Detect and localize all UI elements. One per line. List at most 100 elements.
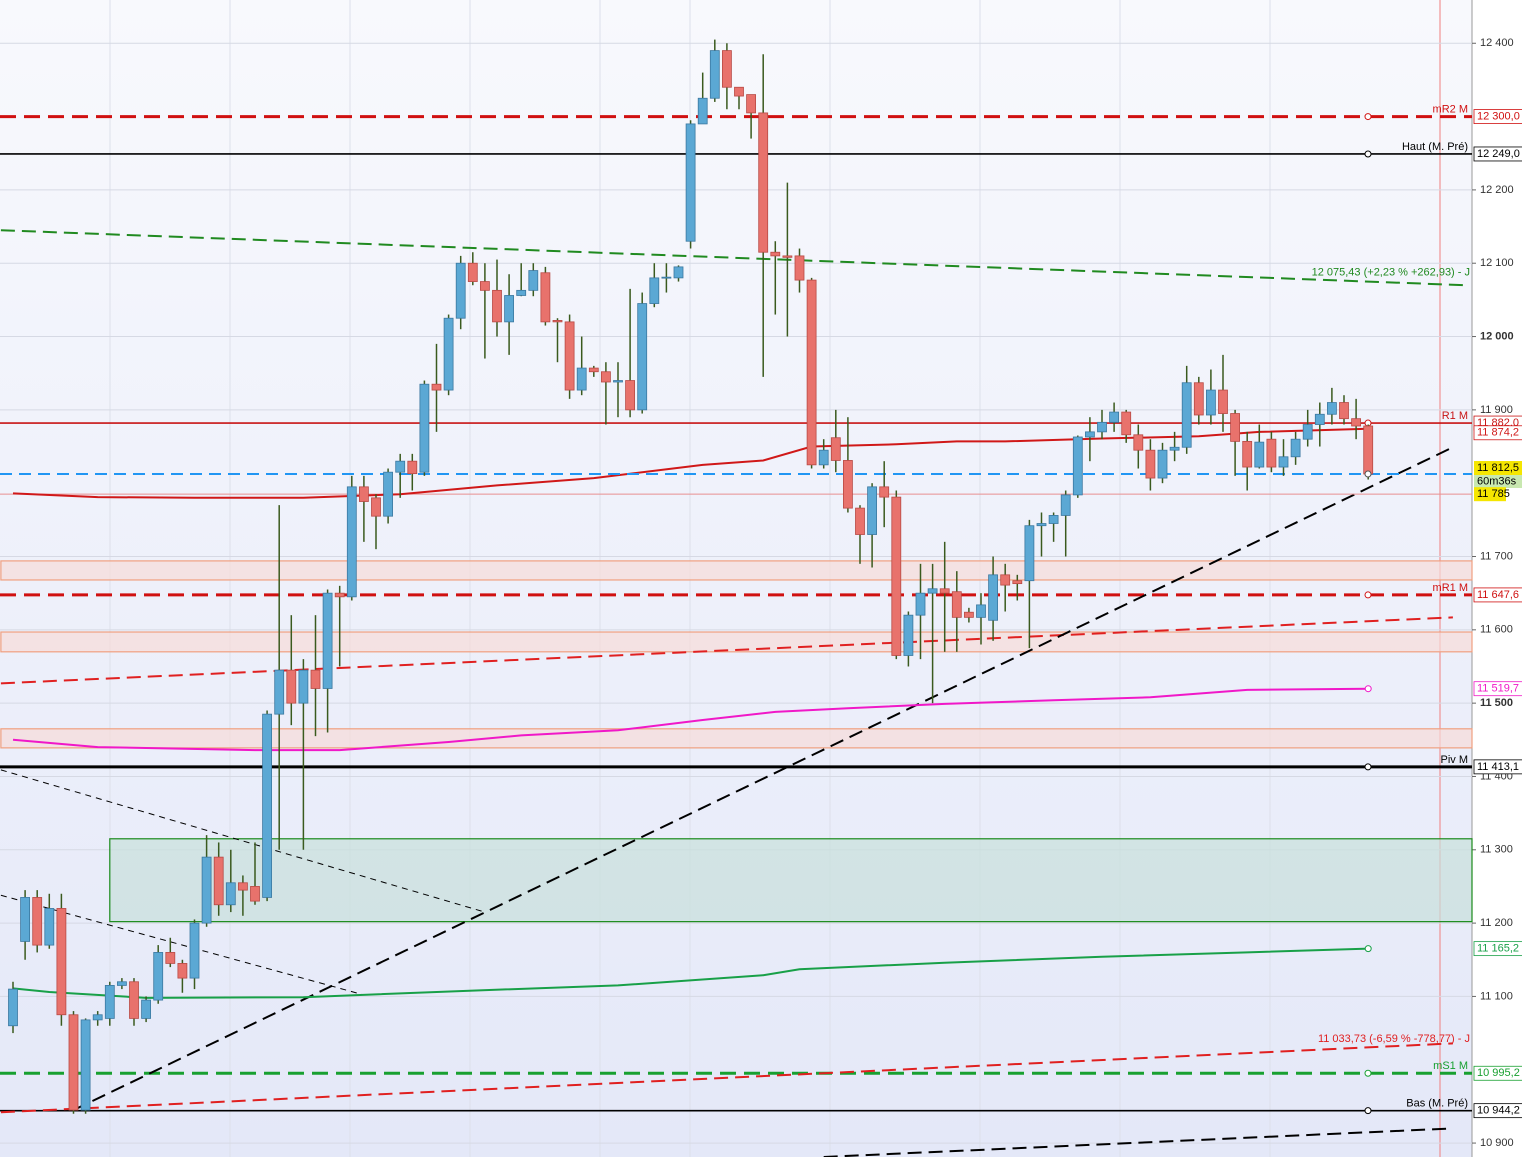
level-tag [1473, 1065, 1522, 1081]
candle-body [988, 574, 998, 621]
level-marker [1364, 150, 1372, 158]
zone [0, 728, 1473, 749]
candle-body [516, 289, 527, 296]
countdown-tag [1474, 475, 1522, 489]
y-tick-label: 11 200 [1480, 917, 1513, 929]
candle-body [20, 897, 31, 942]
candle-body [165, 952, 176, 964]
y-tick-label: 11 600 [1480, 624, 1513, 636]
candle-body [637, 303, 648, 411]
candle-body [1157, 449, 1168, 479]
ma-tag [1473, 681, 1522, 697]
candle-body [1314, 413, 1325, 425]
price-marker [1364, 470, 1372, 478]
candle-body [1254, 441, 1265, 468]
level-tag [1473, 587, 1522, 603]
candle-body [1133, 434, 1144, 451]
candle-body [443, 317, 454, 391]
candle-body [141, 999, 152, 1019]
level-name: Haut (M. Pré) [1402, 141, 1468, 153]
trend-line [0, 769, 486, 913]
candle-body [697, 97, 708, 125]
level-name: Bas (M. Pré) [1406, 1098, 1468, 1110]
candle-body [250, 886, 260, 902]
candle-body [1121, 411, 1132, 436]
candle-body [189, 922, 200, 979]
trend-line [73, 446, 1454, 1111]
candle-body [262, 713, 273, 898]
candle-body [492, 289, 502, 323]
candle-body [1085, 431, 1095, 438]
candle-body [564, 321, 575, 391]
level-name: R1 M [1442, 410, 1468, 422]
candle-body [1036, 523, 1047, 527]
candle-body [56, 908, 67, 1016]
candle-body [225, 882, 236, 906]
candle-body [625, 380, 635, 411]
candle-body [649, 277, 660, 304]
candle-body [830, 437, 841, 461]
y-tick-label: 11 300 [1480, 844, 1513, 856]
level-marker [1364, 763, 1372, 771]
y-tick-label: 11 100 [1480, 990, 1513, 1002]
candle-body [32, 897, 43, 946]
candle-body [939, 588, 950, 594]
ma-tag-label: 11 519,7 [1477, 683, 1519, 695]
candle-body [1012, 580, 1023, 585]
level-name: Piv M [1441, 754, 1469, 766]
level-marker [1364, 1069, 1372, 1077]
candle-body [794, 255, 805, 281]
candle-body [68, 1014, 79, 1111]
candle-body [1000, 574, 1011, 586]
level-tag-label: 12 249,0 [1477, 148, 1520, 160]
candle-body [746, 94, 756, 114]
candle-body [1024, 525, 1035, 582]
level-tag-label: 10 995,2 [1477, 1067, 1520, 1079]
candle-body [867, 486, 877, 535]
candle-body [274, 669, 285, 715]
y-tick-label: 11 700 [1480, 550, 1513, 562]
candle-body [104, 985, 115, 1019]
candle-body [1266, 438, 1277, 468]
candle-body [1169, 446, 1180, 451]
candle-body [1302, 424, 1313, 440]
level-marker [1364, 591, 1372, 599]
candle-body [395, 460, 406, 473]
level-name: mR1 M [1433, 582, 1468, 594]
candle-body [1218, 389, 1228, 414]
zone [0, 631, 1473, 653]
candle-body [782, 255, 793, 258]
candle-body [588, 367, 599, 373]
candle-body [8, 988, 18, 1027]
candle-body [613, 380, 623, 383]
candle-body [1181, 382, 1192, 448]
candle-body [419, 383, 430, 473]
candle-body [129, 981, 139, 1019]
price-tag [1474, 461, 1522, 476]
candle-body [455, 262, 466, 319]
candle-body [685, 123, 696, 242]
level-tag-label: 11 647,6 [1477, 589, 1519, 601]
candle-body [879, 486, 890, 498]
level-name: mS1 M [1433, 1060, 1468, 1072]
candle-body [891, 496, 902, 656]
ma-tag [1473, 941, 1522, 957]
candle-body [1193, 382, 1204, 416]
candle-body [237, 882, 248, 891]
candle-body [44, 908, 55, 946]
candle-body [1230, 413, 1240, 442]
candle-body [298, 669, 309, 704]
candle-body [80, 1019, 91, 1111]
candle-body [407, 460, 418, 475]
candle-body [818, 449, 829, 466]
candle-body [1097, 421, 1107, 433]
candle-body [1351, 418, 1361, 427]
trend-line [0, 616, 1453, 685]
candle-body [903, 614, 914, 656]
level-marker [1364, 1107, 1372, 1115]
candle-body [855, 507, 865, 535]
level-name: mR2 M [1433, 103, 1468, 115]
candle-body [117, 981, 127, 986]
candle-body [383, 471, 394, 517]
